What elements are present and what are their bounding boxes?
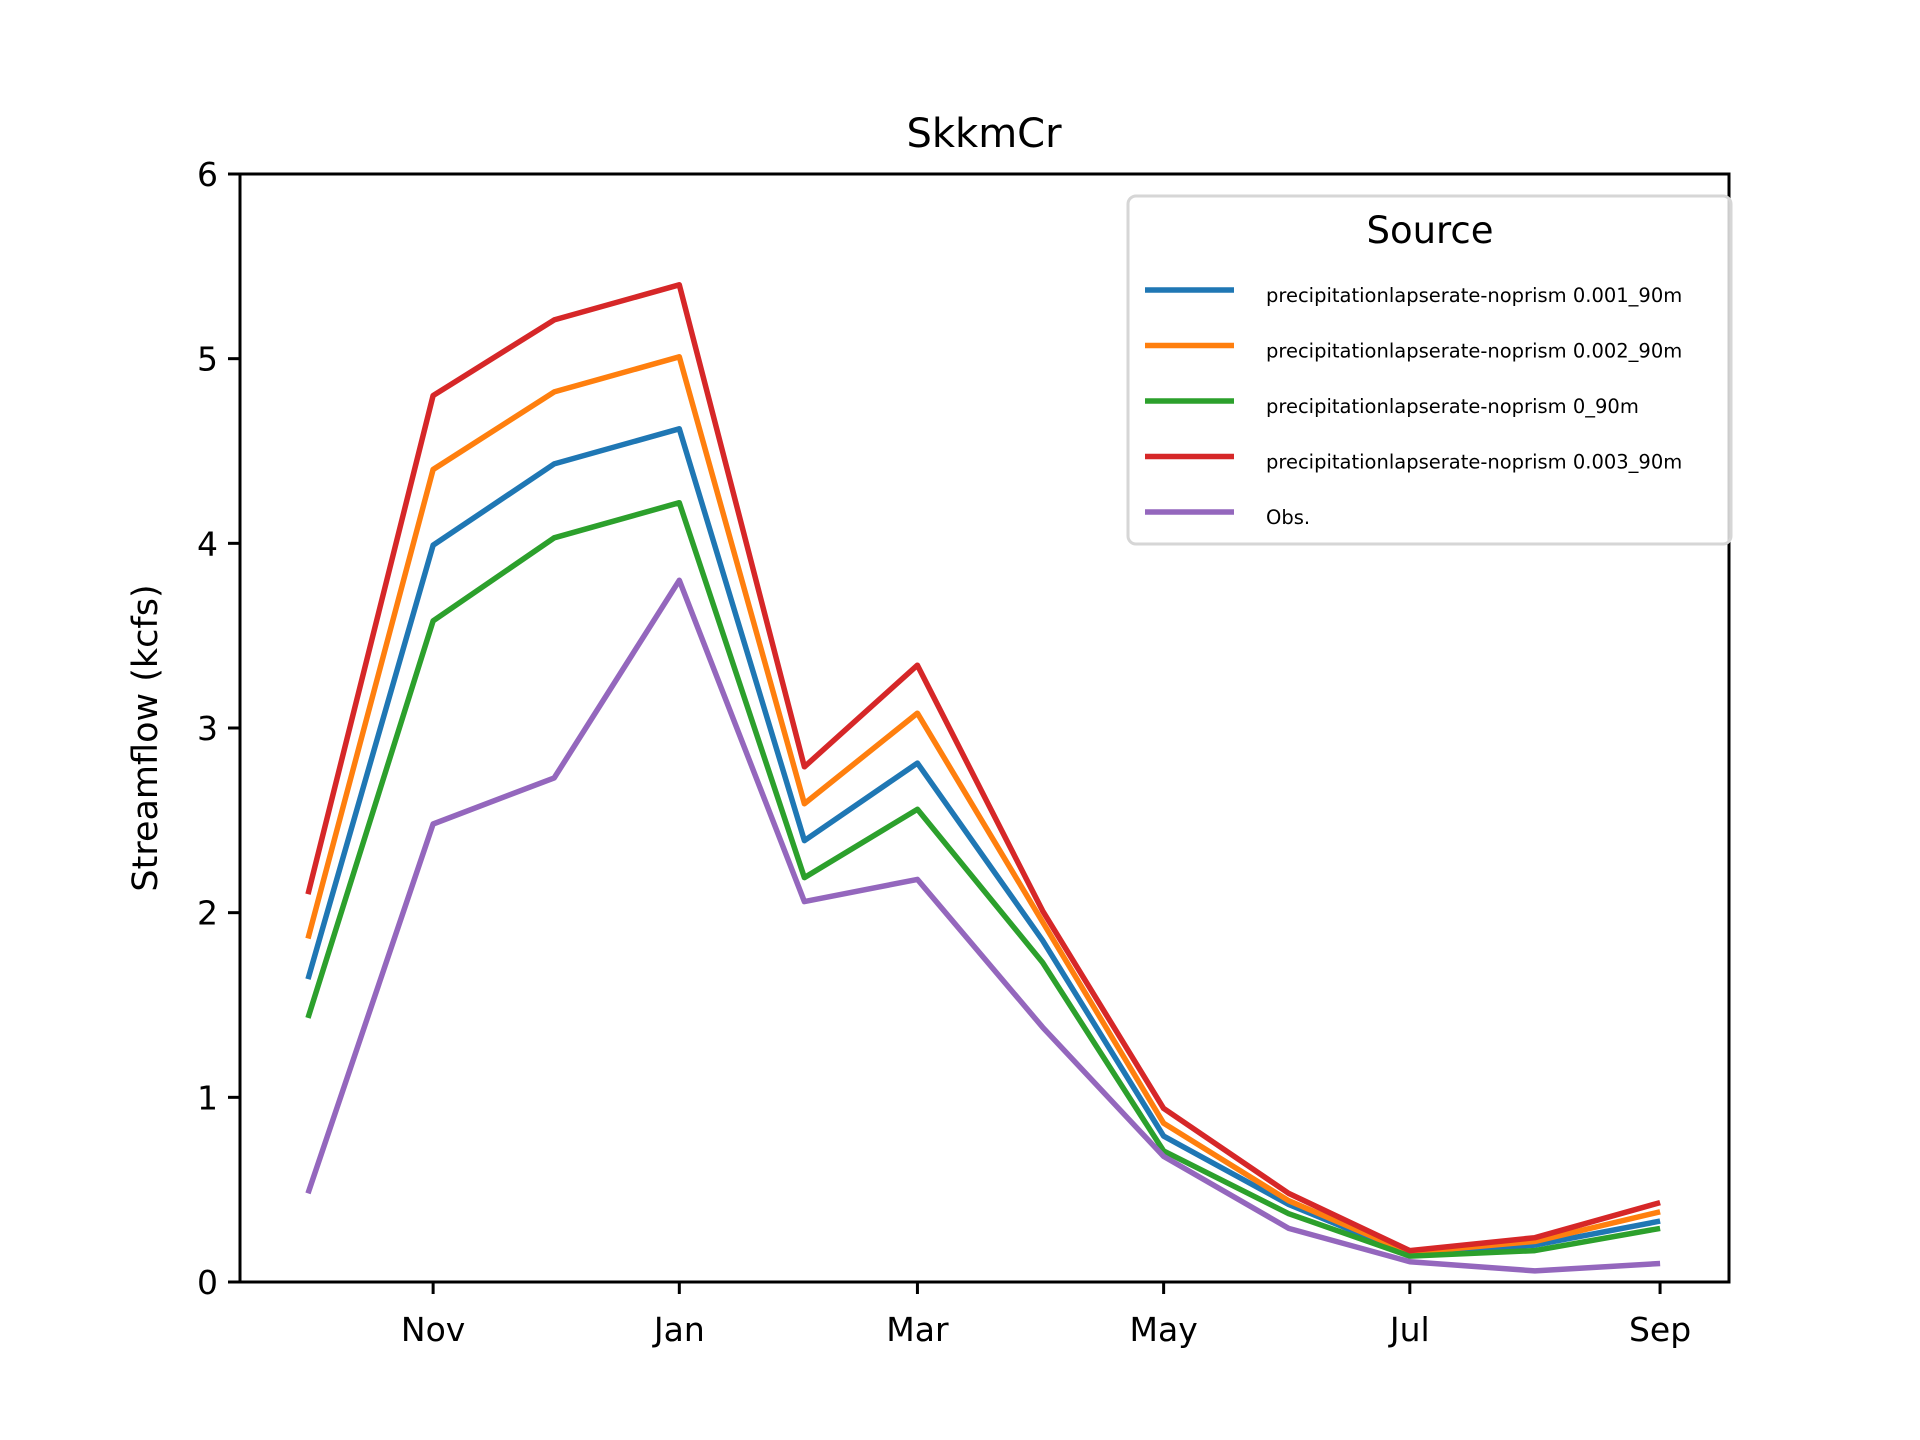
x-tick-label: Jul	[1388, 1310, 1430, 1349]
x-tick-label: Mar	[886, 1310, 949, 1349]
legend-label: precipitationlapserate-noprism 0_90m	[1266, 395, 1639, 418]
legend-entry: precipitationlapserate-noprism 0_90m	[1145, 395, 1639, 418]
legend-label: Obs.	[1266, 506, 1310, 529]
legend-label: precipitationlapserate-noprism 0.001_90m	[1266, 284, 1682, 307]
x-tick-label: Nov	[401, 1310, 465, 1349]
series-line-2	[305, 499, 1661, 1259]
y-tick-label: 4	[197, 524, 218, 563]
legend-frame	[1126, 194, 1733, 546]
series-line-3	[305, 282, 1661, 1254]
y-tick-label: 1	[197, 1078, 218, 1117]
x-tick-label: Sep	[1629, 1310, 1691, 1349]
y-tick-label: 5	[197, 340, 218, 379]
legend-entry: precipitationlapserate-noprism 0.003_90m	[1145, 451, 1682, 474]
y-tick-label: 0	[197, 1263, 218, 1302]
chart-title: SkkmCr	[906, 111, 1062, 157]
series-line-4	[305, 577, 1661, 1274]
legend-label: precipitationlapserate-noprism 0.002_90m	[1266, 340, 1682, 363]
legend-entries: precipitationlapserate-noprism 0.001_90m…	[1145, 284, 1682, 529]
y-tick-label: 2	[197, 894, 218, 933]
legend-label: precipitationlapserate-noprism 0.003_90m	[1266, 451, 1682, 474]
y-axis-label: Streamflow (kcfs)	[126, 584, 166, 891]
y-tick-label: 3	[197, 709, 218, 748]
x-tick-label: May	[1130, 1310, 1198, 1349]
legend-entry: precipitationlapserate-noprism 0.001_90m	[1145, 284, 1682, 307]
axes-layer: 0 1 2 3 4 5 6 Nov Jan Mar May Jul Sep	[197, 155, 1731, 1349]
x-tick-label: Jan	[652, 1310, 705, 1349]
legend-entry: Obs.	[1145, 506, 1310, 529]
legend-entry: precipitationlapserate-noprism 0.002_90m	[1145, 340, 1682, 363]
series-layer	[305, 282, 1661, 1274]
y-tick-label: 6	[197, 155, 218, 194]
legend: Source precipitationlapserate-noprism 0.…	[1126, 194, 1733, 546]
legend-title: Source	[1366, 209, 1493, 252]
